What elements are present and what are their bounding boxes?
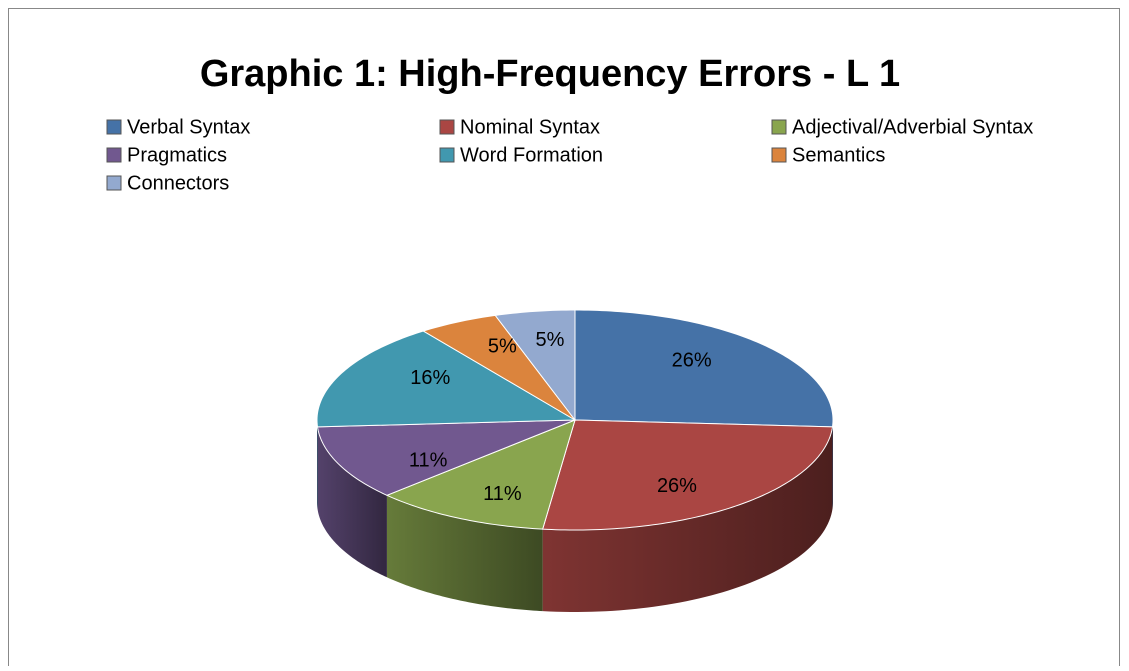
slice	[542, 419, 834, 531]
data-label: 5%	[488, 336, 517, 358]
legend-swatch	[439, 147, 455, 163]
data-label: 5%	[536, 329, 565, 351]
legend-swatch	[106, 175, 122, 191]
legend-label: Adjectival/Adverbial Syntax	[792, 116, 1033, 138]
data-label: 26%	[657, 475, 697, 497]
slice	[422, 314, 576, 421]
slice	[385, 419, 576, 530]
legend-swatch	[439, 119, 455, 135]
legend-label: Nominal Syntax	[460, 116, 600, 138]
legend-label: Pragmatics	[127, 144, 227, 166]
data-label: 16%	[410, 367, 450, 389]
legend-label: Word Formation	[460, 144, 603, 166]
slice-side	[386, 495, 543, 612]
slice-side	[317, 426, 387, 578]
slice-side	[832, 420, 833, 509]
legend-swatch	[771, 119, 787, 135]
slice-side	[317, 420, 318, 509]
legend-swatch	[771, 147, 787, 163]
legend-label: Semantics	[792, 144, 885, 166]
legend-swatch	[106, 119, 122, 135]
data-label: 26%	[672, 350, 712, 372]
legend-label: Connectors	[127, 172, 229, 194]
legend-label: Verbal Syntax	[127, 116, 250, 138]
data-label: 11%	[483, 483, 522, 505]
slice	[316, 419, 576, 496]
chart-title: Graphic 1: High-Frequency Errors - L 1	[200, 53, 900, 95]
slice	[316, 330, 577, 428]
data-label: 11%	[409, 449, 448, 471]
slice	[574, 309, 834, 428]
legend-swatch	[106, 147, 122, 163]
slice	[494, 309, 576, 422]
